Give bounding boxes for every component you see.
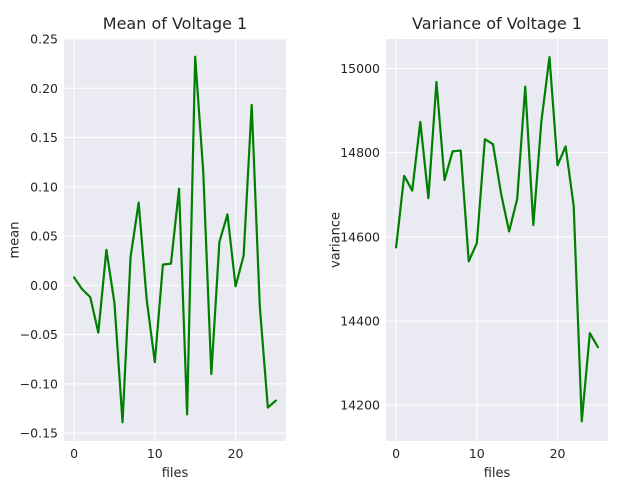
variance-y-axis-label: variance [328, 212, 343, 268]
variance-plot-area [386, 39, 608, 441]
variance-y-tick-label: 14400 [340, 314, 380, 329]
mean-x-tick-label: 20 [228, 446, 244, 461]
variance-y-tick-label: 15000 [340, 61, 380, 76]
mean-y-tick-label: 0.20 [30, 81, 58, 96]
mean-y-tick-label: −0.05 [20, 327, 58, 342]
mean-y-axis-label: mean [7, 222, 22, 259]
mean-chart-title: Mean of Voltage 1 [103, 14, 247, 33]
variance-chart-panel: 14200 14400 14600 14800 15000 0 10 20 Variance o… [328, 14, 608, 481]
mean-y-tick-label: 0.25 [30, 32, 58, 47]
mean-chart-panel: −0.15 −0.10 −0.05 0.00 0.05 0.10 0.15 0.20 0.25 0… [7, 14, 286, 481]
mean-y-tick-label: 0.05 [30, 229, 58, 244]
variance-x-tick-label: 20 [550, 446, 566, 461]
mean-x-tick-label: 10 [147, 446, 163, 461]
mean-y-tick-label: 0.15 [30, 130, 58, 145]
variance-x-tick-label: 0 [392, 446, 400, 461]
variance-chart-title: Variance of Voltage 1 [412, 14, 582, 33]
mean-x-tick-label: 0 [70, 446, 78, 461]
mean-y-tick-label: −0.10 [20, 376, 58, 391]
mean-series-line [72, 55, 278, 424]
mean-x-axis-label: files [162, 466, 189, 480]
variance-y-tick-label: 14600 [340, 229, 380, 244]
variance-y-tick-label: 14800 [340, 145, 380, 160]
mean-y-tick-label: 0.10 [30, 179, 58, 194]
variance-series-line [394, 55, 600, 423]
mean-y-tick-label: 0.00 [30, 278, 58, 293]
mean-y-tick-label: −0.15 [20, 426, 58, 441]
variance-y-tick-label: 14200 [340, 398, 380, 413]
mean-plot-area [64, 39, 286, 441]
variance-x-tick-label: 10 [469, 446, 485, 461]
variance-x-axis-label: files [484, 466, 511, 480]
